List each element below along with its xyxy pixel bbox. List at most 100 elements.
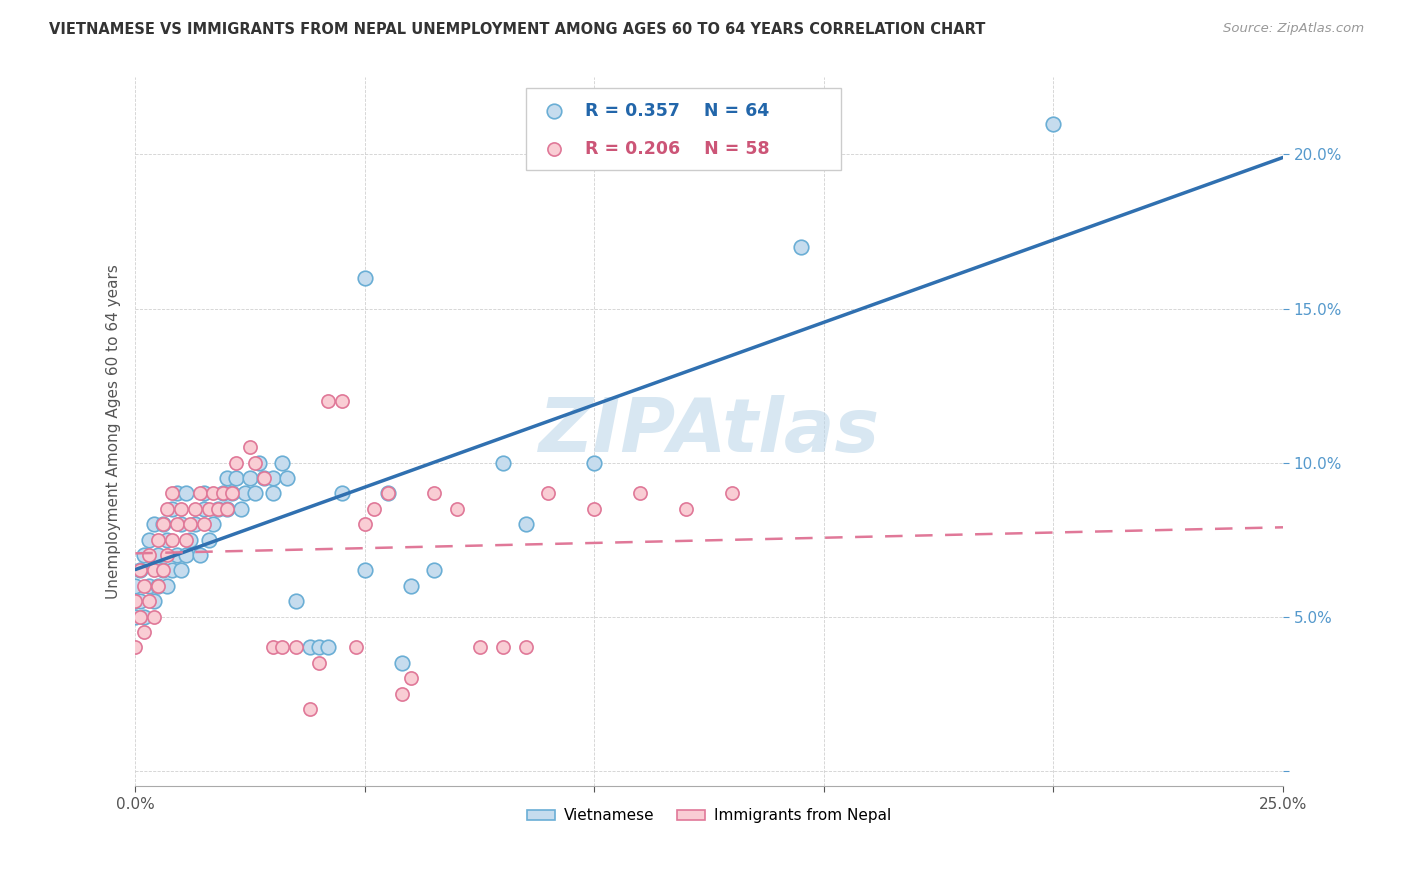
Point (422, 486, 444, 500)
Point (160, 501, 183, 516)
Point (184, 501, 207, 516)
Point (124, 594, 146, 608)
Point (675, 501, 697, 516)
Point (491, 456, 513, 470)
Point (628, 486, 651, 500)
Point (134, 625, 156, 640)
Point (156, 579, 179, 593)
Point (128, 594, 150, 608)
Point (142, 564, 165, 578)
Point (330, 394, 353, 409)
Point (207, 501, 229, 516)
Point (262, 486, 284, 500)
Point (152, 564, 174, 578)
Point (170, 501, 193, 516)
Text: ZIPAtlas: ZIPAtlas (538, 395, 880, 468)
Point (166, 548, 188, 562)
Point (221, 486, 243, 500)
Point (134, 579, 156, 593)
Point (298, 640, 321, 655)
Point (515, 640, 537, 655)
Point (134, 548, 156, 562)
Point (138, 548, 160, 562)
Point (377, 486, 399, 500)
Point (138, 579, 160, 593)
Point (188, 486, 211, 500)
Point (399, 671, 422, 685)
Point (344, 640, 367, 655)
Text: VIETNAMESE VS IMMIGRANTS FROM NEPAL UNEMPLOYMENT AMONG AGES 60 TO 64 YEARS CORRE: VIETNAMESE VS IMMIGRANTS FROM NEPAL UNEM… (49, 22, 986, 37)
Point (253, 471, 276, 485)
Point (211, 486, 233, 500)
Point (363, 501, 385, 516)
Point (179, 517, 201, 532)
Point (217, 471, 239, 485)
Point (583, 501, 606, 516)
Point (391, 687, 413, 701)
Point (148, 533, 170, 547)
Point (353, 564, 375, 578)
Point (721, 486, 744, 500)
Point (197, 501, 219, 516)
Text: R = 0.357    N = 64: R = 0.357 N = 64 (585, 102, 769, 120)
Point (221, 486, 243, 500)
Point (298, 702, 321, 716)
Point (142, 517, 165, 532)
Point (243, 456, 266, 470)
Point (284, 594, 307, 608)
Point (262, 471, 284, 485)
Point (174, 486, 197, 500)
Point (353, 270, 375, 285)
Point (188, 548, 211, 562)
Point (142, 594, 165, 608)
Point (124, 609, 146, 624)
Point (276, 471, 298, 485)
Point (353, 517, 375, 532)
Point (790, 240, 813, 254)
Point (170, 517, 193, 532)
Point (316, 640, 339, 655)
Point (202, 517, 225, 532)
Point (271, 640, 294, 655)
Point (193, 486, 215, 500)
Point (160, 486, 183, 500)
Point (229, 501, 252, 516)
Point (142, 609, 165, 624)
Text: R = 0.206    N = 58: R = 0.206 N = 58 (585, 140, 770, 158)
Point (330, 486, 353, 500)
Point (207, 501, 229, 516)
Point (225, 471, 247, 485)
Point (243, 486, 266, 500)
Point (308, 656, 330, 670)
Point (124, 640, 146, 655)
Point (211, 486, 233, 500)
Point (160, 564, 183, 578)
Point (271, 456, 294, 470)
Y-axis label: Unemployment Among Ages 60 to 64 years: Unemployment Among Ages 60 to 64 years (107, 264, 121, 599)
Legend: Vietnamese, Immigrants from Nepal: Vietnamese, Immigrants from Nepal (522, 802, 897, 830)
Point (152, 517, 174, 532)
Point (166, 486, 188, 500)
Point (124, 594, 146, 608)
Point (166, 517, 188, 532)
Point (152, 517, 174, 532)
Point (156, 548, 179, 562)
Text: Source: ZipAtlas.com: Source: ZipAtlas.com (1223, 22, 1364, 36)
Point (262, 640, 284, 655)
Point (193, 501, 215, 516)
Point (239, 471, 262, 485)
FancyBboxPatch shape (526, 88, 841, 169)
Point (152, 564, 174, 578)
Point (247, 456, 270, 470)
Point (138, 594, 160, 608)
Point (225, 456, 247, 470)
Point (128, 609, 150, 624)
Point (170, 564, 193, 578)
Point (138, 533, 160, 547)
Point (239, 440, 262, 454)
Point (316, 394, 339, 409)
Point (148, 548, 170, 562)
Point (179, 533, 201, 547)
Point (134, 609, 156, 624)
Point (1042, 117, 1064, 131)
